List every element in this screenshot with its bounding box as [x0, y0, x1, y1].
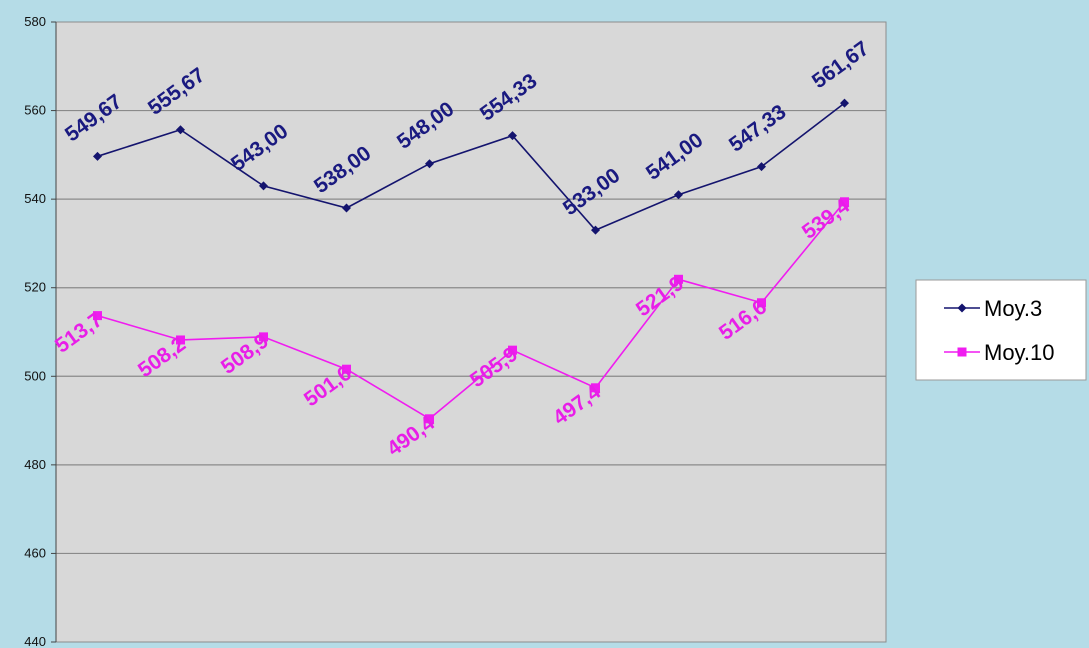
- point-marker-0-8: [757, 162, 766, 172]
- series-line-0: [97, 102, 845, 232]
- point-marker-1-2: [259, 332, 268, 342]
- point-marker-1-1: [176, 335, 185, 345]
- point-marker-1-0: [93, 311, 102, 321]
- point-marker-1-7: [674, 274, 683, 284]
- point-marker-0-4: [425, 159, 434, 169]
- series-layer: [93, 98, 849, 424]
- y-tick-label-520: 520: [24, 280, 46, 295]
- point-marker-1-6: [591, 383, 600, 393]
- point-marker-0-1: [176, 125, 185, 135]
- plot-area: [55, 21, 887, 643]
- y-tick-label-440: 440: [24, 634, 46, 648]
- point-marker-0-0: [93, 151, 102, 161]
- legend-label-1: Moy.10: [984, 340, 1055, 365]
- legend-marker-1: [957, 347, 967, 357]
- y-tick-label-500: 500: [24, 368, 46, 383]
- point-marker-1-8: [757, 298, 766, 308]
- legend: Moy.3 Moy.10: [915, 279, 1087, 381]
- grid-lines: [56, 109, 886, 555]
- y-tick-label-560: 560: [24, 103, 46, 118]
- point-marker-0-9: [840, 98, 849, 108]
- point-marker-1-5: [508, 345, 517, 355]
- point-marker-1-9: [840, 197, 849, 207]
- point-marker-0-3: [342, 203, 351, 213]
- point-marker-0-7: [674, 190, 683, 200]
- point-marker-0-5: [508, 131, 517, 141]
- legend-marker-0: [957, 303, 967, 313]
- y-tick-label-480: 480: [24, 457, 46, 472]
- series-line-1: [97, 201, 846, 420]
- point-marker-1-3: [342, 364, 351, 374]
- y-axis: 440 460 480 500 520 540 560 580: [24, 14, 57, 648]
- legend-box: [915, 279, 1087, 381]
- y-tick-label-460: 460: [24, 545, 46, 560]
- point-marker-0-6: [591, 225, 600, 235]
- point-marker-0-2: [259, 181, 268, 191]
- y-tick-label-540: 540: [24, 191, 46, 206]
- y-tick-label-580: 580: [24, 14, 46, 29]
- legend-label-0: Moy.3: [984, 296, 1042, 321]
- point-marker-1-4: [425, 414, 434, 424]
